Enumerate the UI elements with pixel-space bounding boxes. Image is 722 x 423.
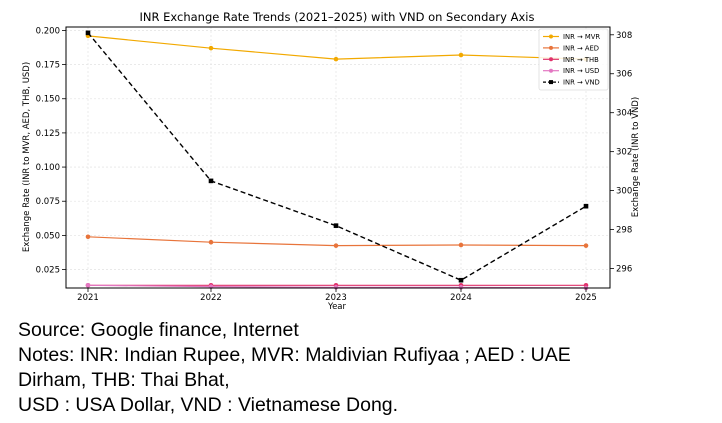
grid-layer bbox=[66, 27, 610, 288]
data-point bbox=[458, 242, 464, 248]
notes-line: Notes: INR: Indian Rupee, MVR: Maldivian… bbox=[18, 344, 571, 366]
data-point bbox=[208, 178, 214, 184]
y2-tick-label: 300 bbox=[616, 187, 632, 197]
series-layer bbox=[85, 30, 589, 291]
x-tick-label: 2023 bbox=[325, 293, 347, 303]
legend-swatch-marker bbox=[549, 57, 553, 62]
x-tick-label: 2022 bbox=[200, 293, 222, 303]
y-tick-label: 0.150 bbox=[36, 95, 60, 105]
y2-tick-label: 298 bbox=[616, 226, 632, 236]
plot-frame bbox=[65, 26, 611, 289]
legend-swatch-marker bbox=[549, 80, 553, 85]
y2-tick-label: 302 bbox=[616, 148, 632, 158]
y-tick-label: 0.075 bbox=[36, 197, 60, 207]
y2-tick-label: 304 bbox=[616, 109, 632, 119]
data-point bbox=[583, 243, 589, 248]
data-point bbox=[85, 282, 91, 288]
legend-label: INR → THB bbox=[563, 56, 599, 64]
legend-label: INR → USD bbox=[563, 67, 599, 75]
y-tick-label: 0.100 bbox=[36, 163, 60, 173]
data-point bbox=[458, 52, 464, 58]
legend-box bbox=[538, 28, 609, 91]
y-axis-label: Exchange Rate (INR to MVR, AED, THB, USD… bbox=[22, 62, 32, 252]
data-point bbox=[208, 239, 214, 245]
axis-layer: 2021 2022 2023 2024 2025 0.025 0.050 0.075 0.100… bbox=[36, 26, 633, 303]
y-tick-label: 0.050 bbox=[36, 231, 60, 241]
legend-swatch-marker bbox=[549, 45, 553, 50]
x-tick-label: 2025 bbox=[575, 293, 597, 303]
data-point bbox=[333, 223, 339, 228]
exchange-rate-chart: 2021 2022 2023 2024 2025 0.025 0.050 0.075 0.100… bbox=[22, 10, 641, 312]
data-point bbox=[583, 203, 589, 209]
data-point bbox=[458, 277, 464, 283]
y2-tick-label: 306 bbox=[616, 70, 632, 80]
legend-swatch-marker bbox=[549, 68, 553, 73]
x-axis-label: Year bbox=[327, 302, 347, 312]
data-point bbox=[85, 234, 91, 240]
x-tick-label: 2021 bbox=[77, 293, 99, 303]
y-tick-label: 0.125 bbox=[36, 129, 60, 139]
notes-line: Dirham, THB: Thai Bhat, bbox=[18, 369, 230, 391]
notes-line: USD : USA Dollar, VND : Vietnamese Dong. bbox=[18, 394, 399, 416]
legend-label: INR → AED bbox=[563, 44, 599, 52]
series-line bbox=[87, 32, 587, 281]
source-notes: Source: Google finance, Internet Notes: … bbox=[18, 318, 708, 418]
y2-tick-label: 308 bbox=[616, 31, 632, 41]
y2-tick-label: 296 bbox=[616, 265, 632, 275]
chart-title: INR Exchange Rate Trends (2021–2025) wit… bbox=[140, 10, 535, 24]
y-tick-label: 0.175 bbox=[36, 61, 60, 71]
legend-swatch-marker bbox=[549, 34, 553, 39]
data-point bbox=[333, 243, 339, 248]
series-line bbox=[87, 35, 587, 60]
y-tick-label: 0.200 bbox=[36, 26, 60, 36]
y-tick-label: 0.025 bbox=[36, 266, 60, 276]
y2-axis-label: Exchange Rate (INR to VND) bbox=[631, 97, 641, 218]
data-point bbox=[85, 30, 91, 36]
data-point bbox=[333, 56, 339, 62]
legend: INR → MVR INR → AED INR → THB INR → USD INR … bbox=[538, 28, 609, 91]
legend-label: INR → MVR bbox=[563, 33, 600, 41]
source-line: Source: Google finance, Internet bbox=[18, 319, 299, 341]
legend-label: INR → VND bbox=[563, 79, 600, 87]
x-tick-label: 2024 bbox=[450, 293, 472, 303]
data-point bbox=[208, 45, 214, 51]
